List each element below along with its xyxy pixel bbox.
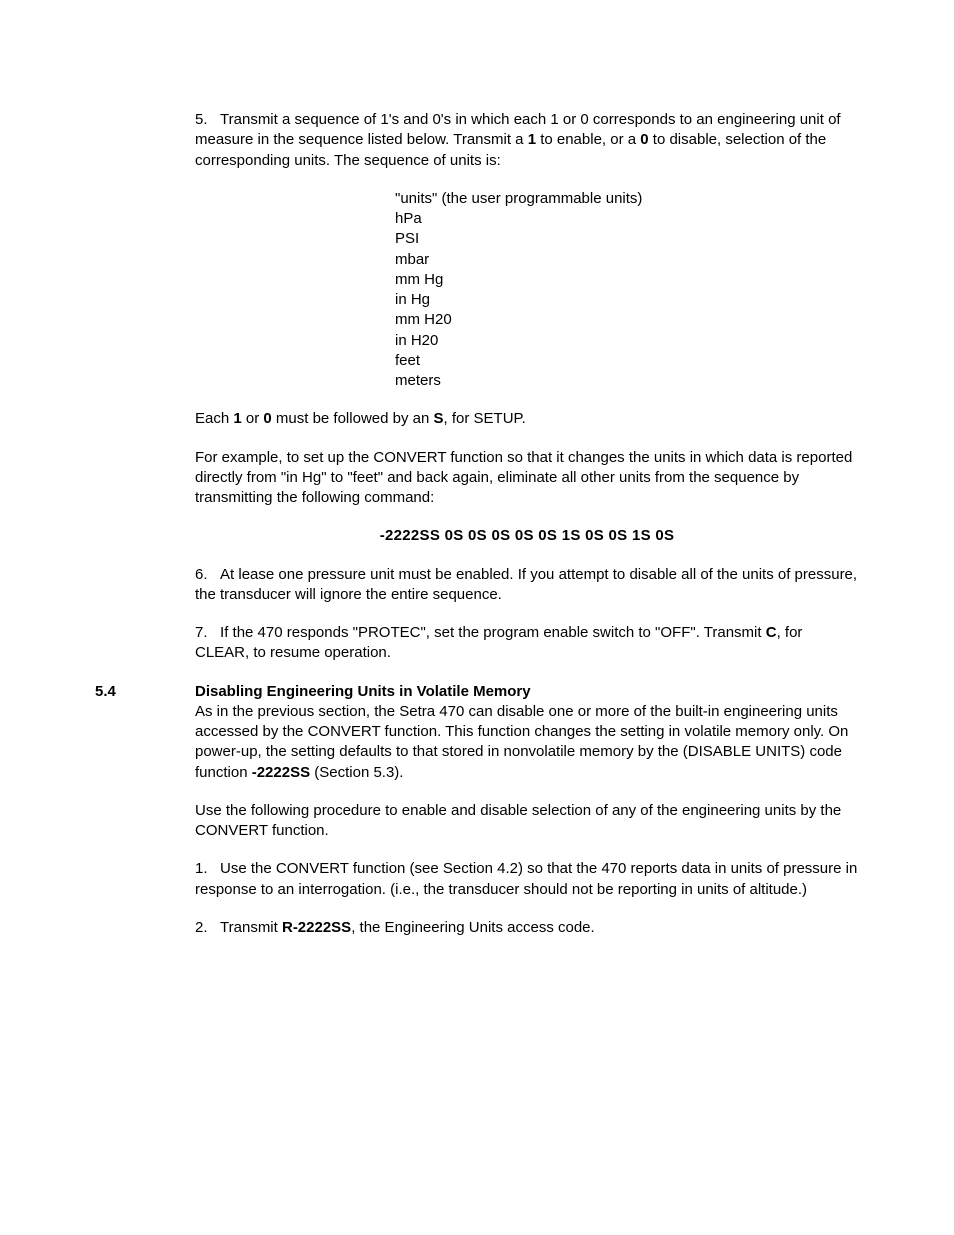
upper-content: 5. Transmit a sequence of 1's and 0's in… [195,110,859,664]
unit-row: mbar [395,250,859,270]
unit-row: mm Hg [395,270,859,290]
unit-row: in H20 [395,331,859,351]
step-2-b1: R-2222SS [282,919,351,936]
item-6-text: At lease one pressure unit must be enabl… [195,566,857,603]
item-7-pre: If the 470 responds "PROTEC", set the pr… [220,624,766,641]
example-para: For example, to set up the CONVERT funct… [195,448,859,509]
each-b1: 1 [233,410,241,427]
unit-row: feet [395,351,859,371]
item-7-num: 7. [195,624,208,641]
unit-row: "units" (the user programmable units) [395,189,859,209]
step-1-text: Use the CONVERT function (see Section 4.… [195,860,857,897]
step-2: 2. Transmit R-2222SS, the Engineering Un… [195,918,859,938]
each-line: Each 1 or 0 must be followed by an S, fo… [195,409,859,429]
each-post: , for SETUP. [444,410,526,427]
step-2-pre: Transmit [220,919,282,936]
each-mid: or [242,410,264,427]
use-para: Use the following procedure to enable an… [195,801,859,842]
units-list: "units" (the user programmable units) hP… [395,189,859,392]
each-b2: 0 [263,410,271,427]
unit-row: in Hg [395,290,859,310]
item-5-bold1: 1 [528,131,536,148]
item-7-b1: C [766,624,777,641]
item-5-bold2: 0 [640,131,648,148]
each-pre: Each [195,410,233,427]
section-body: Disabling Engineering Units in Volatile … [195,682,859,957]
item-5-num: 5. [195,111,208,128]
section-5-4: 5.4 Disabling Engineering Units in Volat… [95,682,859,957]
section-intro: Disabling Engineering Units in Volatile … [195,682,859,783]
item-7: 7. If the 470 responds "PROTEC", set the… [195,623,859,664]
command-line: -2222SS 0S 0S 0S 0S 0S 1S 0S 0S 1S 0S [195,526,859,546]
item-5-mid1: to enable, or a [536,131,640,148]
unit-row: PSI [395,229,859,249]
step-2-post: , the Engineering Units access code. [351,919,594,936]
unit-row: meters [395,371,859,391]
each-b3: S [434,410,444,427]
item-5: 5. Transmit a sequence of 1's and 0's in… [195,110,859,171]
step-1-num: 1. [195,860,208,877]
intro-b1: -2222SS [252,764,310,781]
each-mid2: must be followed by an [272,410,434,427]
section-title: Disabling Engineering Units in Volatile … [195,683,531,700]
step-1: 1. Use the CONVERT function (see Section… [195,859,859,900]
section-number: 5.4 [95,682,195,957]
item-6-num: 6. [195,566,208,583]
intro-post: (Section 5.3). [310,764,403,781]
item-6: 6. At lease one pressure unit must be en… [195,565,859,606]
unit-row: mm H20 [395,310,859,330]
step-2-num: 2. [195,919,208,936]
unit-row: hPa [395,209,859,229]
